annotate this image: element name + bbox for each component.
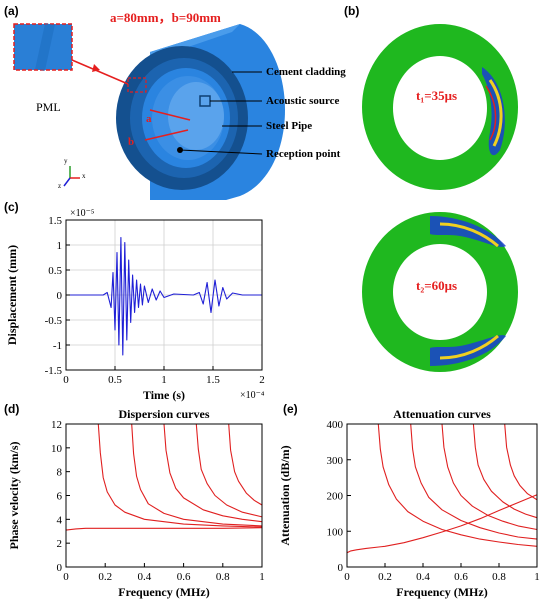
callout-reception-point: Reception point — [266, 148, 341, 160]
chart-c-xtick-label: 0.5 — [108, 374, 122, 386]
chart-d-xtick-label: 0.4 — [138, 571, 152, 583]
chart-e-ylabel: Attenuation (dB/m) — [278, 445, 292, 545]
chart-c-xlabel: Time (s) — [143, 388, 185, 402]
callout-acoustic-source: Acoustic source — [266, 95, 340, 107]
chart-d-series-5 — [228, 423, 263, 506]
chart-c-xtick-label: 1 — [161, 374, 167, 386]
chart-d-series-4 — [195, 423, 263, 518]
chart-e-ytick-label: 100 — [327, 526, 344, 538]
chart-e-frame — [346, 423, 538, 568]
chart-d-ytick-label: 12 — [51, 419, 62, 431]
chart-c-xtick-label: 0 — [63, 374, 69, 386]
snapshot-t1 — [362, 24, 519, 190]
chart-c-y-multiplier: ×10⁻⁵ — [70, 208, 94, 219]
chart-e-xtick-label: 0.2 — [378, 571, 392, 583]
radius-b-line — [144, 129, 189, 141]
chart-e-ytick-label: 0 — [338, 562, 344, 574]
chart-e-series-1 — [377, 423, 538, 547]
chart-c-x-multiplier: ×10⁻⁴ — [240, 390, 265, 401]
chart-d-ytick-label: 0 — [57, 562, 63, 574]
zoom-arrow-head — [92, 64, 100, 72]
chart-e-ytick-label: 400 — [327, 419, 344, 431]
chart-c-ytick-label: 1.5 — [48, 215, 62, 227]
chart-e-series-5 — [504, 423, 538, 501]
chart-d-xlabel: Frequency (MHz) — [118, 585, 209, 599]
panel-label-d: (d) — [4, 402, 20, 416]
snapshot-t2-ring — [362, 212, 519, 372]
chart-d-xtick-label: 0.6 — [177, 571, 191, 583]
chart-c-ytick-label: -1.5 — [45, 365, 63, 377]
chart-attenuation: Attenuation curves 0 0.2 0.4 0.6 0.8 1 400 300 20… — [278, 407, 540, 599]
chart-d-xtick-label: 0 — [63, 571, 69, 583]
panel-label-a: (a) — [4, 4, 19, 18]
axis-z-line — [63, 177, 71, 187]
chart-e-xtick-label: 0 — [344, 571, 350, 583]
chart-e-xtick-label: 1 — [534, 571, 540, 583]
chart-d-xtick-label: 1 — [259, 571, 265, 583]
zoom-inset-band — [35, 22, 55, 72]
chart-c-ytick-label: -1 — [53, 340, 62, 352]
callout-cement-cladding: Cement cladding — [266, 66, 346, 78]
snapshot-t2-label: t₂=60μs — [416, 278, 458, 293]
chart-d-ylabel: Phase velocity (km/s) — [7, 442, 21, 550]
chart-e-ytick-label: 300 — [327, 455, 344, 467]
chart-e-ytick-label: 200 — [327, 491, 344, 503]
pipe-model-illustration — [13, 22, 285, 200]
snapshot-t2-wave-bottom-crest — [439, 334, 499, 360]
chart-e-xtick-label: 0.8 — [492, 571, 506, 583]
zoom-arrow-line — [71, 59, 129, 85]
axis-z-glyph: z — [58, 182, 62, 190]
radius-b-label: b — [128, 136, 135, 148]
snapshot-t2-wave-top-crest — [439, 222, 499, 248]
chart-d-title: Dispersion curves — [119, 407, 210, 421]
chart-e-xtick-label: 0.4 — [416, 571, 430, 583]
chart-dispersion: Dispersion curves 0 0.2 0.4 0.6 0.8 1 12 10 8 6 4 2 0… — [7, 407, 265, 599]
chart-e-xlabel: Frequency (MHz) — [396, 585, 487, 599]
chart-c-ytick-label: 0.5 — [48, 265, 62, 277]
chart-d-ytick-label: 2 — [57, 538, 63, 550]
leader-reception — [179, 149, 263, 155]
snapshot-t1-ring — [362, 24, 519, 190]
chart-c-ytick-label: 0 — [57, 290, 63, 302]
panel-label-c: (c) — [4, 200, 19, 214]
chart-e-series-0 — [346, 494, 538, 554]
chart-d-series-2 — [131, 423, 263, 527]
snapshot-t2 — [362, 212, 519, 372]
panel-label-b: (b) — [344, 4, 360, 18]
axis-x-glyph: x — [82, 172, 86, 180]
chart-d-series-0 — [65, 527, 263, 531]
pml-label: PML — [36, 100, 61, 114]
chart-d-ytick-label: 4 — [57, 514, 63, 526]
snapshot-t1-wave-peak — [485, 85, 497, 141]
chart-c-ytick-label: 1 — [57, 240, 63, 252]
chart-e-series-4 — [472, 423, 538, 519]
chart-c-ytick-label: -0.5 — [45, 315, 63, 327]
snapshot-t1-label: t₁=35μs — [416, 88, 458, 103]
radius-a-line — [149, 109, 191, 121]
chart-c-ylabel: Displacement (mm) — [5, 245, 19, 345]
panel-label-e: (e) — [283, 402, 298, 416]
zoom-source-box — [127, 77, 147, 93]
radius-a-label: a — [146, 113, 152, 125]
chart-e-title: Attenuation curves — [393, 407, 491, 421]
axis-y-glyph: y — [64, 157, 68, 165]
chart-d-series-1 — [97, 423, 263, 528]
callout-steel-pipe: Steel Pipe — [266, 120, 313, 132]
chart-d-ytick-label: 8 — [57, 467, 63, 479]
snapshot-t1-wave-crest — [488, 79, 503, 147]
chart-e-xtick-label: 0.6 — [454, 571, 468, 583]
chart-d-xtick-label: 0.8 — [216, 571, 230, 583]
dimensions-label: a=80mm，b=90mm — [110, 10, 221, 25]
chart-d-frame — [65, 423, 263, 568]
chart-c-xtick-label: 2 — [259, 374, 265, 386]
chart-d-xtick-label: 0.2 — [98, 571, 112, 583]
chart-c-xtick-label: 1.5 — [206, 374, 220, 386]
chart-d-ytick-label: 6 — [57, 491, 63, 503]
chart-c-series-0 — [66, 236, 262, 356]
chart-e-series-3 — [441, 423, 538, 531]
chart-d-series-3 — [163, 423, 263, 523]
chart-d-ytick-label: 10 — [51, 443, 63, 455]
chart-displacement: 0 0.5 1 1.5 2 1.5 1 0.5 0 -0.5 -1 -1.5 Time (s) Displ… — [5, 208, 265, 402]
chart-e-series-2 — [410, 423, 538, 540]
